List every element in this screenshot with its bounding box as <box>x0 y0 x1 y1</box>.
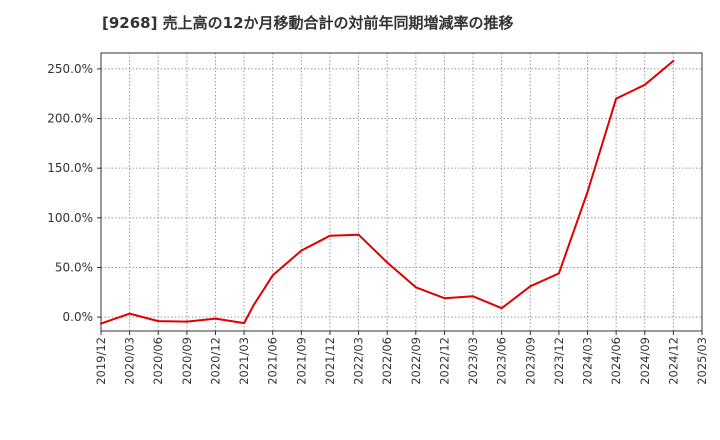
grid-layer <box>101 53 702 331</box>
x-tick-label: 2023/03 <box>466 337 480 385</box>
data-point <box>329 234 331 237</box>
x-tick-label: 2020/09 <box>180 337 194 385</box>
data-point <box>186 320 188 323</box>
x-tick-label: 2022/06 <box>380 337 394 385</box>
x-tick-label: 2022/09 <box>409 337 423 385</box>
data-point <box>357 233 360 236</box>
data-point <box>586 191 589 193</box>
data-point <box>558 272 560 275</box>
data-point <box>443 297 446 300</box>
x-tick-label: 2021/09 <box>294 337 308 385</box>
data-point <box>615 97 617 100</box>
data-point <box>252 304 255 307</box>
x-tick-label: 2024/09 <box>638 337 652 385</box>
x-tick-label: 2021/03 <box>237 337 251 385</box>
x-tick-label: 2020/12 <box>208 337 222 385</box>
data-point <box>157 320 160 322</box>
data-point <box>271 274 274 277</box>
series-line <box>100 59 675 325</box>
y-tick-label: 50.0% <box>55 260 93 274</box>
x-tick-label: 2022/03 <box>352 337 366 385</box>
data-point <box>128 312 131 315</box>
x-tick-label: 2023/06 <box>495 337 509 385</box>
x-tick-label: 2020/06 <box>151 337 165 385</box>
data-point <box>529 285 532 288</box>
data-point <box>243 322 246 324</box>
y-tick-label: 250.0% <box>47 62 93 76</box>
data-point <box>643 83 646 86</box>
x-tick-label: 2025/03 <box>695 337 709 385</box>
y-tick-label: 150.0% <box>47 161 93 175</box>
series-layer <box>100 59 675 325</box>
data-point <box>386 261 389 264</box>
x-axis-ticks: 2019/12 2020/03 2020/06 2020/09 2020/12 2021/… <box>94 331 709 385</box>
data-point <box>672 60 675 62</box>
x-tick-label: 2020/03 <box>123 337 137 385</box>
data-point <box>214 317 217 320</box>
x-tick-label: 2023/09 <box>523 337 537 385</box>
x-tick-label: 2022/12 <box>437 337 451 385</box>
x-tick-label: 2019/12 <box>94 337 108 385</box>
data-point <box>300 249 303 252</box>
y-axis-ticks: 0.0% 50.0% 100.0% 150.0% 200.0% 250.0% <box>47 62 101 324</box>
y-tick-label: 0.0% <box>63 310 94 324</box>
data-point <box>100 322 102 325</box>
plot-frame <box>100 52 703 332</box>
x-tick-label: 2024/06 <box>609 337 623 385</box>
data-point <box>500 307 503 310</box>
x-tick-label: 2023/12 <box>552 337 566 385</box>
x-tick-label: 2024/03 <box>581 337 595 385</box>
data-point <box>414 286 417 289</box>
x-tick-label: 2024/12 <box>666 337 680 385</box>
chart-title: [9268] 売上高の12か月移動合計の対前年同期増減率の推移 <box>102 14 514 32</box>
x-tick-label: 2021/06 <box>266 337 280 385</box>
y-tick-label: 100.0% <box>47 211 93 225</box>
data-point <box>472 295 474 298</box>
x-tick-label: 2021/12 <box>323 337 337 385</box>
y-tick-label: 200.0% <box>47 112 93 126</box>
